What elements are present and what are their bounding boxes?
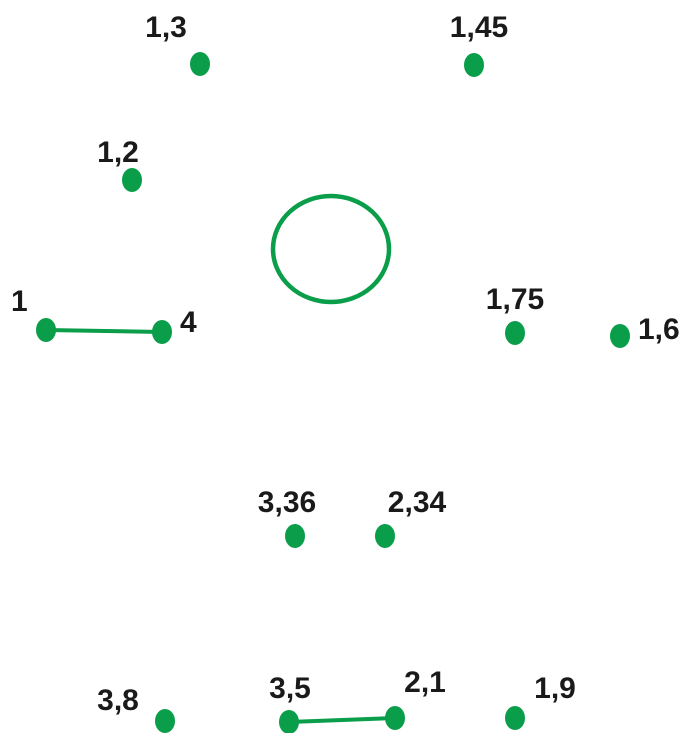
dot-label-d8: 3,36 bbox=[258, 486, 316, 519]
dot-d13 bbox=[505, 706, 525, 730]
dot-label-d10: 3,8 bbox=[97, 684, 139, 717]
dot-d8 bbox=[285, 524, 305, 548]
dot-label-d11: 3,5 bbox=[269, 672, 311, 705]
dot-label-d7: 1,6 bbox=[638, 313, 680, 346]
dot-d12 bbox=[385, 706, 405, 730]
dot-d4 bbox=[36, 318, 56, 342]
dot-label-d1: 1,3 bbox=[145, 11, 187, 44]
dot-d10 bbox=[155, 709, 175, 733]
dot-d11 bbox=[279, 710, 299, 733]
dot-d3 bbox=[122, 168, 142, 192]
dot-d5 bbox=[152, 320, 172, 344]
dot-label-d9: 2,34 bbox=[388, 486, 447, 519]
dot-label-d2: 1,45 bbox=[450, 11, 508, 44]
dot-label-d5: 4 bbox=[180, 306, 197, 339]
dots-layer bbox=[36, 52, 630, 733]
dot-label-d4: 1 bbox=[11, 285, 28, 318]
dot-d7 bbox=[610, 324, 630, 348]
connection-line-1 bbox=[45, 328, 163, 334]
dot-d2 bbox=[464, 53, 484, 77]
labels-layer: 1,3 1,45 1,2 1 4 1,75 1,6 3,36 2,34 3,8 3,5 2,1 1,9 bbox=[11, 11, 680, 717]
dot-d6 bbox=[505, 321, 525, 345]
dot-label-d13: 1,9 bbox=[534, 672, 576, 705]
connection-line-2 bbox=[288, 716, 396, 724]
dot-label-d3: 1,2 bbox=[97, 136, 139, 169]
dot-d9 bbox=[375, 524, 395, 548]
center-circle bbox=[270, 193, 392, 305]
dot-label-d12: 2,1 bbox=[404, 666, 446, 699]
dot-label-d6: 1,75 bbox=[486, 283, 544, 316]
dot-d1 bbox=[190, 52, 210, 76]
connection-lines bbox=[45, 328, 396, 724]
